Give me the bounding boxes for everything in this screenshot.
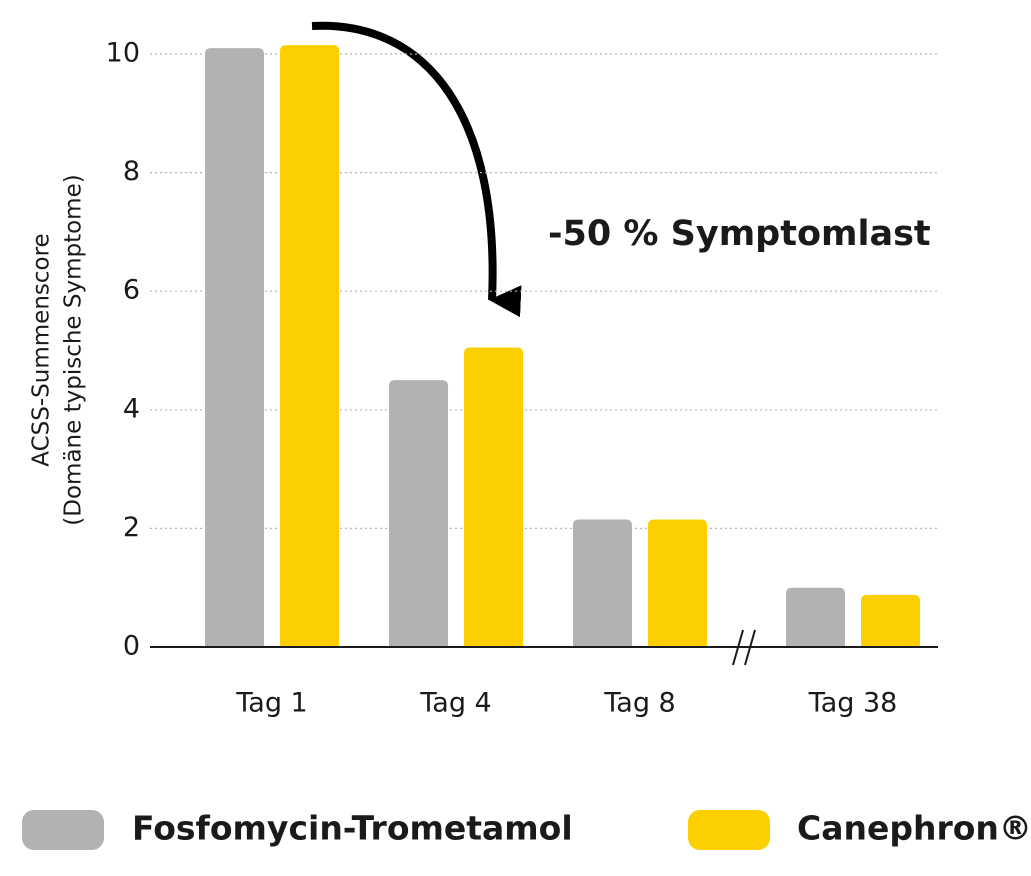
bar <box>648 519 707 647</box>
x-tick-label: Tag 38 <box>808 688 898 719</box>
y-tick-label: 8 <box>123 156 140 187</box>
legend-label: Fosfomycin-Trometamol <box>132 809 573 848</box>
y-tick-label: 0 <box>123 631 140 662</box>
arrow <box>311 21 522 318</box>
bar <box>205 48 264 647</box>
bar <box>786 587 845 647</box>
axis-break <box>744 629 756 666</box>
legend-swatch <box>688 810 770 850</box>
axis-break <box>732 629 744 666</box>
legend-swatch <box>22 810 104 850</box>
y-tick-label: 2 <box>123 512 140 543</box>
y-tick-label: 4 <box>123 393 140 424</box>
legend-label: Canephron® <box>797 809 1031 848</box>
bar <box>861 594 920 647</box>
bar <box>464 347 523 647</box>
y-axis-label: (Domäne typische Symptome) <box>61 174 87 525</box>
x-tick-label: Tag 4 <box>419 688 491 719</box>
bar <box>573 519 632 647</box>
y-tick-label: 10 <box>106 38 140 69</box>
x-tick-label: Tag 8 <box>603 688 675 719</box>
bar <box>280 45 339 648</box>
bar <box>389 380 448 647</box>
y-axis-label: ACSS-Summenscore <box>29 233 55 466</box>
y-tick-label: 6 <box>123 275 140 306</box>
annotation: -50 % Symptomlast <box>548 214 931 254</box>
x-tick-label: Tag 1 <box>235 688 307 719</box>
